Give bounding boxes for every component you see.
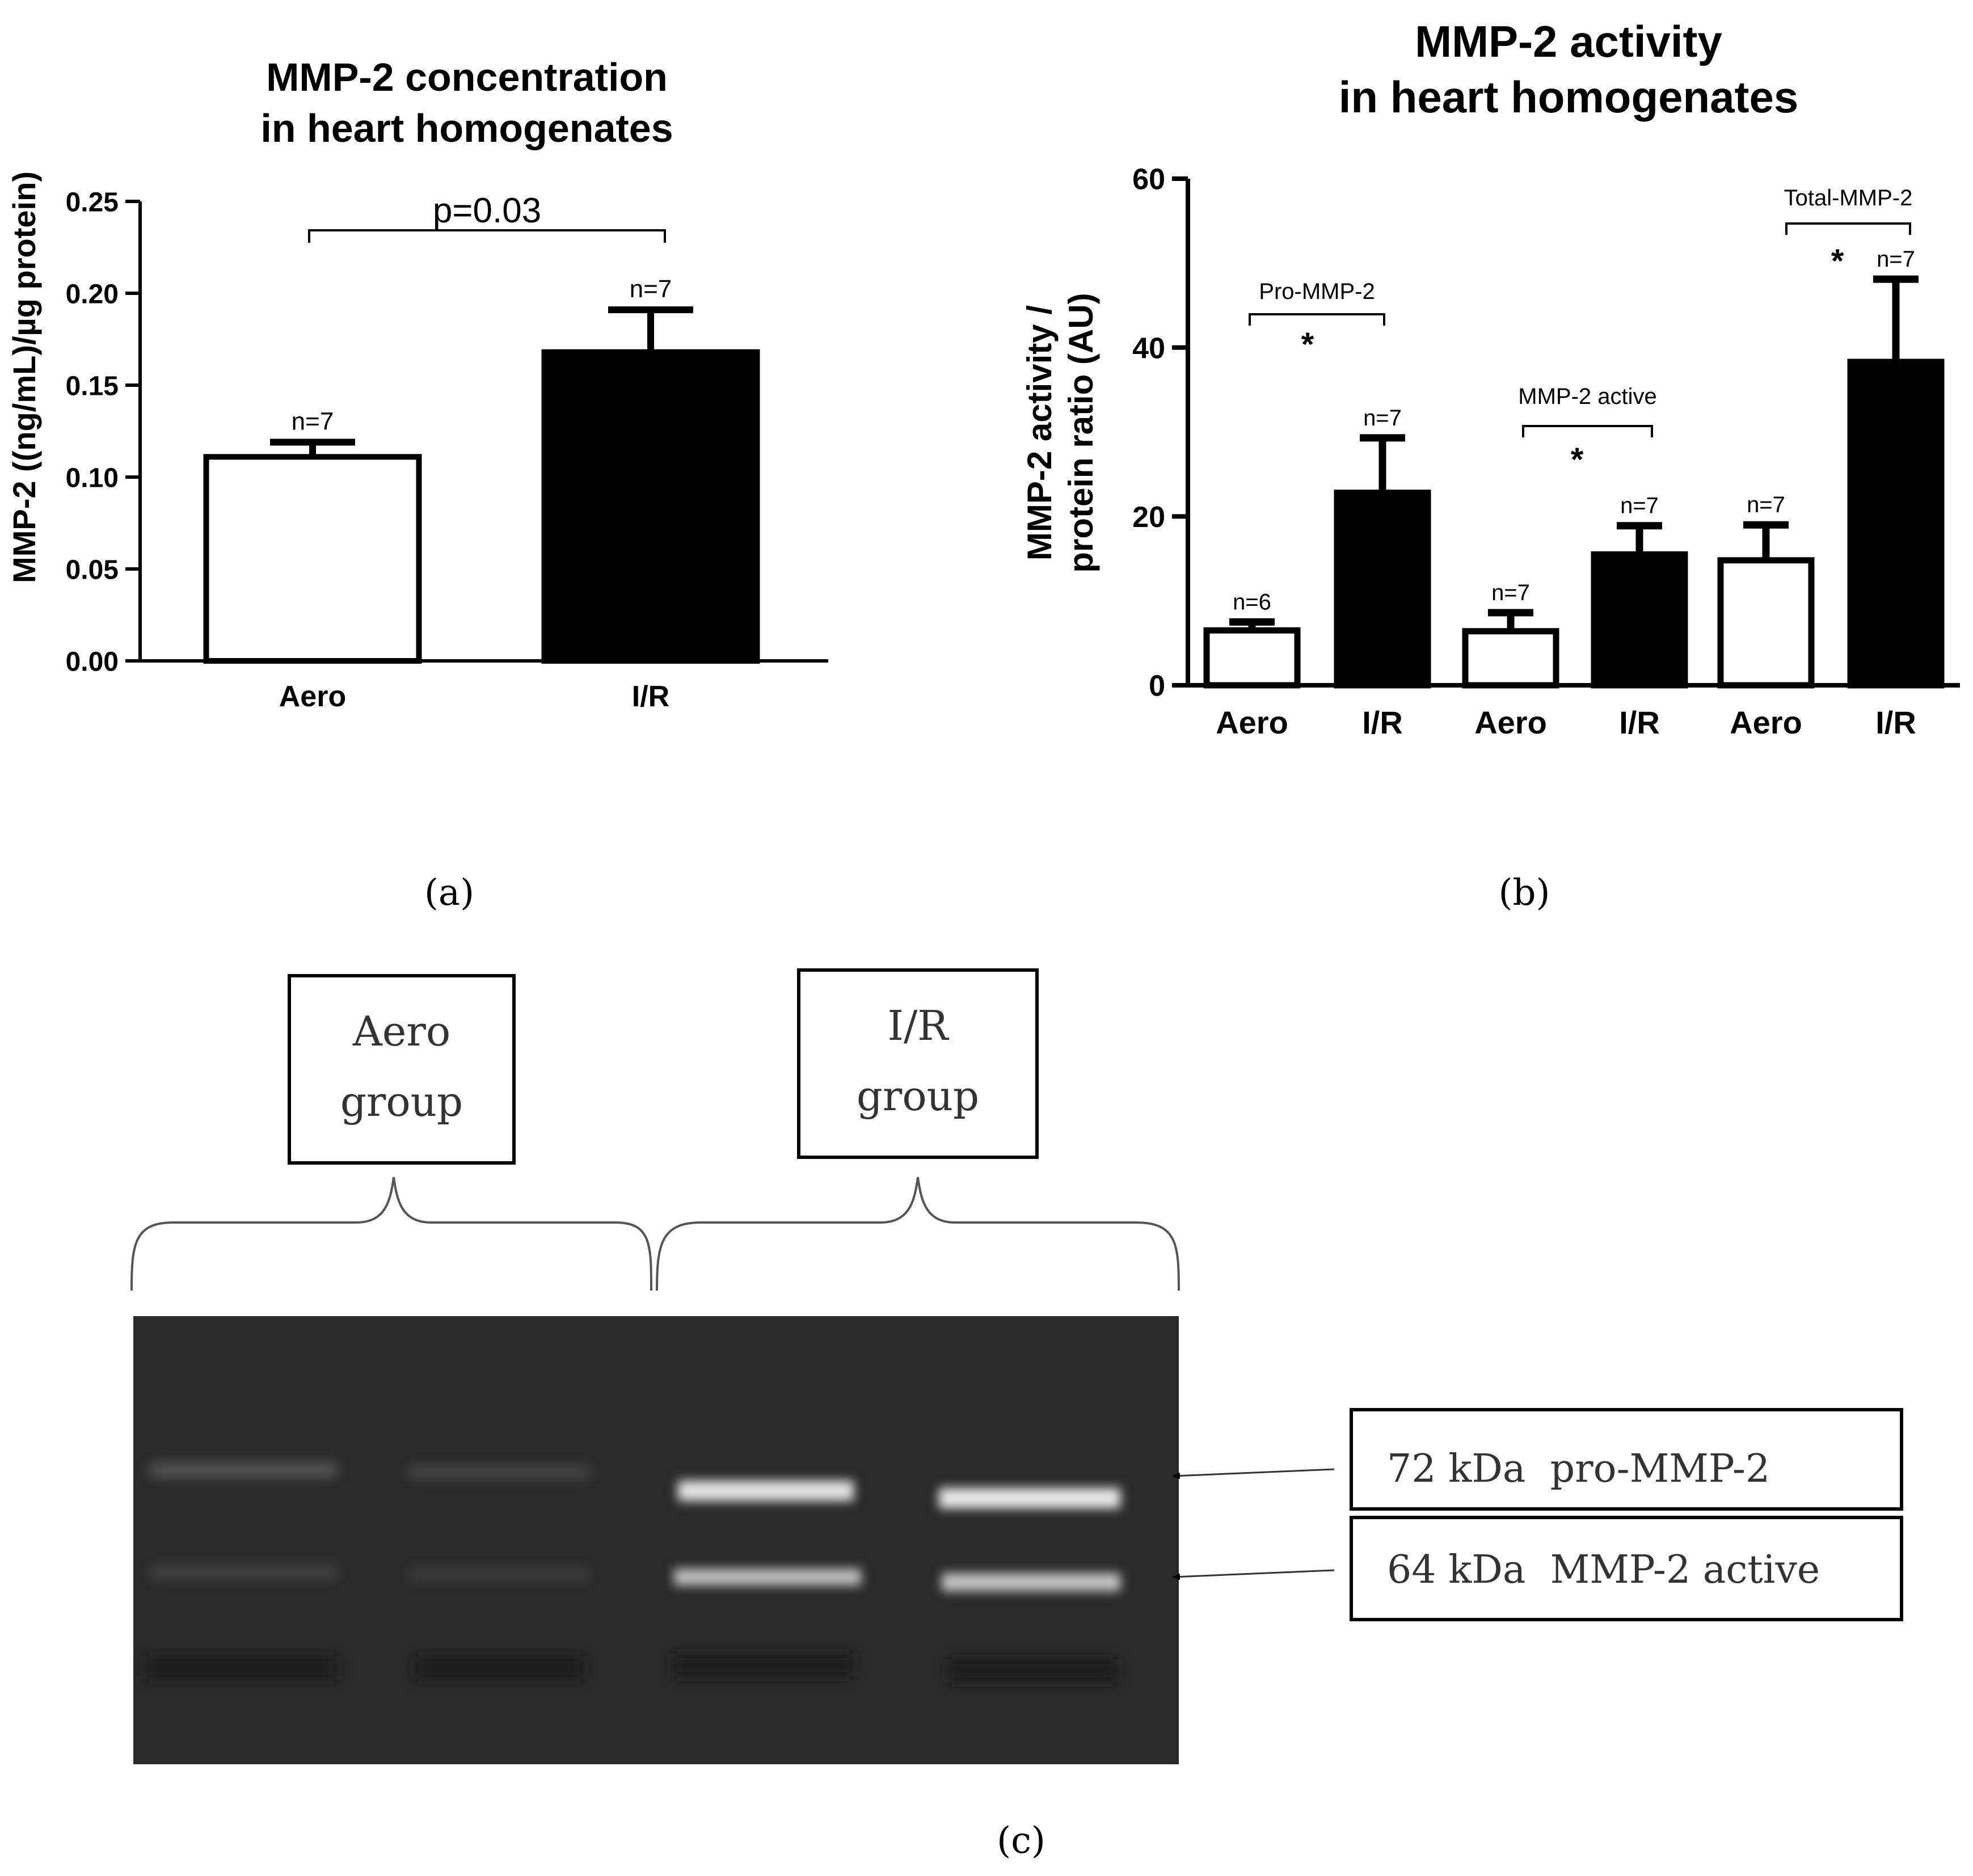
panel-b-bars: n=6 n=7 n=7 n=7 n=7 n=7: [1203, 247, 1945, 689]
bar-aero: [1203, 627, 1301, 689]
pro-mmp2-label-box: [1350, 1408, 1903, 1511]
y-tick-label: 0.10: [66, 463, 119, 493]
x-tick-label: Aero: [1474, 705, 1547, 740]
n-label: n=7: [630, 275, 672, 303]
panel-a-bars: n=7 n=7: [203, 275, 760, 664]
x-tick-label: I/R: [632, 680, 669, 713]
y-tick-label: 0.00: [66, 647, 119, 677]
significance-star: *: [1301, 326, 1314, 363]
panel-c-label: (c): [997, 1820, 1045, 1862]
pro-mmp2-label: 72 kDa pro-MMP-2: [1387, 1447, 1770, 1491]
x-tick-label: Aero: [1730, 705, 1802, 740]
aero-group-box: [288, 974, 516, 1165]
x-tick-label: I/R: [1362, 705, 1403, 740]
aero-group-brace: [130, 1177, 652, 1291]
significance-star: *: [1571, 441, 1584, 478]
group-label: MMP-2 active: [1518, 384, 1657, 409]
active-mmp2-label-box: [1350, 1516, 1903, 1621]
panel-a-y-ticks: 0.00 0.05 0.10 0.15 0.20 0.25: [66, 187, 140, 677]
active-mmp2-label: 64 kDa MMP-2 active: [1387, 1548, 1820, 1592]
x-tick-label: Aero: [279, 680, 346, 713]
ir-group-label-line2: group: [857, 1072, 979, 1120]
x-tick-label: Aero: [1216, 705, 1288, 740]
x-tick-label: I/R: [1875, 705, 1916, 740]
panel-a-x-tick-labels: Aero I/R: [279, 680, 669, 713]
y-tick-label: 0.05: [66, 555, 119, 585]
panel-b-significance: Pro-MMP-2 * MMP-2 active * Total-MMP-2 *: [1249, 186, 1913, 478]
aero-group-label-line1: Aero: [352, 1007, 450, 1055]
panel-b-label: (b): [1499, 872, 1550, 914]
y-tick-label: 0.15: [66, 371, 119, 401]
panel-b-title-line2: in heart homogenates: [1339, 72, 1798, 122]
panel-b-y-axis-label-line2: protein ratio (AU): [1062, 293, 1100, 572]
ir-group-box: [797, 968, 1039, 1159]
panel-a-title-line2: in heart homogenates: [260, 106, 673, 150]
n-label: n=7: [292, 407, 334, 435]
panel-a-label: (a): [424, 872, 474, 914]
bar-aero: [203, 454, 422, 664]
n-label: n=7: [1491, 580, 1530, 605]
group-bracket: [1249, 313, 1385, 326]
panel-b-chart: MMP-2 activity in heart homogenates MMP-…: [1021, 16, 1960, 914]
bar-aero: [1462, 628, 1559, 689]
n-label: n=6: [1233, 589, 1271, 614]
n-label: n=7: [1363, 406, 1402, 431]
y-tick-label: 0.25: [66, 187, 119, 217]
significance-bracket: [308, 229, 666, 243]
y-tick-label: 40: [1132, 332, 1165, 365]
bar-ir: [1591, 551, 1688, 689]
significance-star: *: [1831, 243, 1844, 280]
panel-a-title-line1: MMP-2 concentration: [266, 55, 668, 99]
p-value-label: p=0.03: [433, 191, 541, 230]
ir-group-label-line1: I/R: [888, 1002, 950, 1049]
group-label: Pro-MMP-2: [1259, 279, 1375, 304]
panel-b-y-ticks: 0 20 40 60: [1132, 163, 1188, 703]
pro-mmp2-arrow: [1172, 1468, 1335, 1479]
panel-c-zymogram: Aero group I/R group: [130, 968, 1903, 1862]
panel-b-title-line1: MMP-2 activity: [1415, 16, 1722, 66]
group-label: Total-MMP-2: [1784, 186, 1913, 210]
y-tick-label: 0: [1149, 670, 1165, 703]
active-mmp2-arrow: [1172, 1569, 1335, 1580]
group-bracket: [1785, 222, 1911, 235]
aero-group-label-line2: group: [340, 1078, 463, 1125]
zymogram-gel: [133, 1316, 1179, 1764]
bar-ir: [541, 349, 760, 664]
y-tick-label: 60: [1132, 163, 1165, 196]
ir-group-brace: [656, 1177, 1180, 1291]
group-bracket: [1522, 425, 1653, 437]
panel-b-y-axis-label-line1: MMP-2 activity /: [1021, 305, 1059, 560]
panel-a-significance: p=0.03: [308, 191, 666, 243]
bar-ir: [1847, 359, 1945, 689]
y-tick-label: 20: [1132, 501, 1165, 534]
n-label: n=7: [1620, 494, 1659, 518]
x-tick-label: I/R: [1619, 705, 1660, 740]
bar-aero: [1717, 557, 1815, 689]
y-tick-label: 0.20: [66, 279, 119, 309]
panel-a-y-axis-label: MMP-2 ((ng/mL)/µg protein): [6, 171, 42, 583]
panel-b-x-tick-labels: Aero I/R Aero I/R Aero I/R: [1216, 705, 1916, 740]
panel-a-chart: MMP-2 concentration in heart homogenates…: [6, 55, 828, 914]
n-label: n=7: [1747, 492, 1785, 517]
bar-ir: [1334, 490, 1431, 689]
n-label: n=7: [1877, 247, 1915, 272]
